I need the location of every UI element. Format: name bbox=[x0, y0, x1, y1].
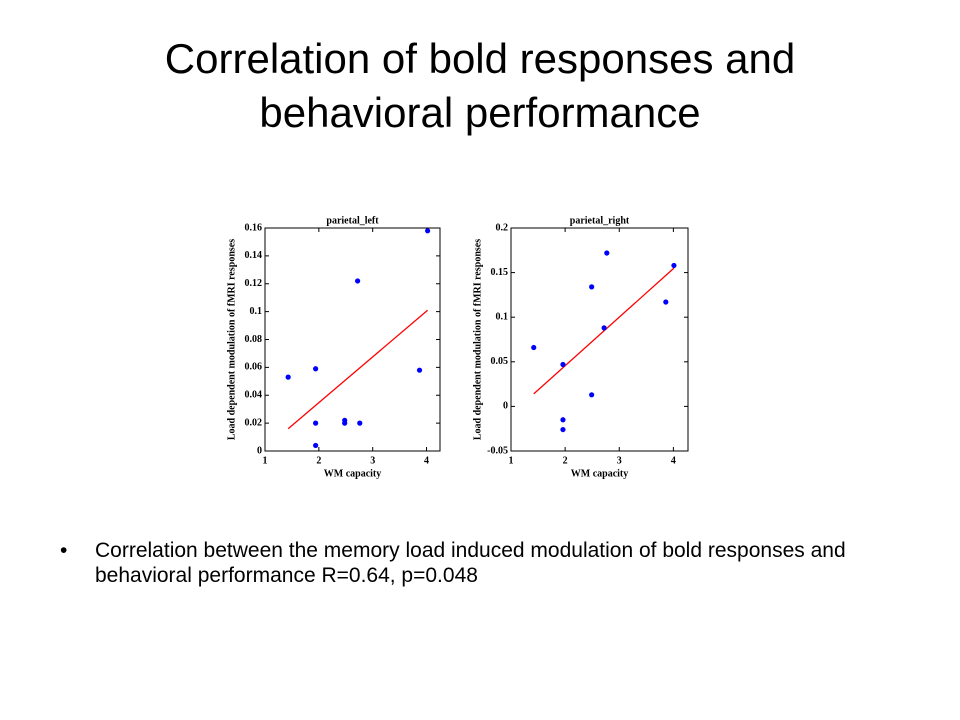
y-axis-label: Load dependent modulation of fMRI respon… bbox=[472, 239, 483, 440]
y-tick-label: 0.1 bbox=[250, 306, 263, 317]
y-tick-label: 0 bbox=[503, 401, 508, 412]
slide-title: Correlation of bold responses and behavi… bbox=[164, 35, 796, 136]
x-tick-label: 1 bbox=[263, 455, 268, 466]
scatter-point bbox=[671, 262, 677, 269]
bullet-item: • Correlation between the memory load ind… bbox=[60, 538, 890, 588]
y-tick-label: 0.1 bbox=[496, 311, 509, 322]
y-tick-label: 0.08 bbox=[245, 334, 263, 345]
x-tick-label: 2 bbox=[316, 455, 321, 466]
chart-title: parietal_left bbox=[326, 215, 379, 226]
scatter-point bbox=[313, 420, 319, 426]
y-tick-label: 0.02 bbox=[245, 417, 263, 428]
x-axis-label: WM capacity bbox=[571, 468, 629, 479]
fit-line bbox=[533, 267, 675, 395]
x-tick-label: 3 bbox=[370, 455, 375, 466]
axes-box bbox=[510, 227, 689, 452]
x-tick-label: 4 bbox=[671, 455, 676, 466]
fit-line bbox=[287, 309, 429, 430]
scatter-point bbox=[531, 344, 537, 351]
scatter-point bbox=[313, 366, 319, 372]
scatter-point bbox=[589, 392, 595, 398]
scatter-point bbox=[357, 420, 363, 426]
y-tick-label: 0.12 bbox=[245, 278, 263, 289]
bullet-dot: • bbox=[60, 539, 68, 562]
scatter-point bbox=[604, 250, 610, 256]
y-tick-label: 0.04 bbox=[245, 390, 263, 401]
scatter-point bbox=[355, 278, 361, 284]
x-tick-label: 2 bbox=[563, 455, 568, 466]
x-tick-label: 1 bbox=[509, 455, 514, 466]
y-tick-label: 0 bbox=[257, 445, 262, 456]
scatter-point bbox=[589, 284, 595, 290]
bullet-text: Correlation between the memory load indu… bbox=[95, 539, 846, 587]
y-tick-label: -0.05 bbox=[487, 445, 508, 456]
y-tick-label: 0.15 bbox=[491, 267, 509, 278]
scatter-point bbox=[560, 417, 566, 423]
y-tick-label: 0.16 bbox=[245, 222, 263, 233]
y-tick-label: 0.14 bbox=[245, 250, 263, 261]
y-tick-label: 0.2 bbox=[496, 222, 509, 233]
axes-box bbox=[264, 227, 441, 452]
scatter-point bbox=[285, 374, 291, 380]
scatter-point bbox=[425, 228, 431, 234]
x-axis-label: WM capacity bbox=[324, 468, 382, 479]
scatter-point bbox=[560, 361, 566, 368]
chart-title: parietal_right bbox=[570, 215, 630, 226]
y-tick-label: 0.05 bbox=[491, 356, 509, 367]
scatter-point bbox=[601, 325, 607, 331]
x-tick-label: 3 bbox=[617, 455, 622, 466]
scatter-point bbox=[342, 420, 348, 426]
scatter-point bbox=[416, 367, 423, 373]
y-tick-label: 0.06 bbox=[245, 362, 263, 373]
x-tick-label: 4 bbox=[424, 455, 429, 466]
y-axis-label: Load dependent modulation of fMRI respon… bbox=[226, 239, 237, 440]
scatter-point bbox=[313, 442, 319, 449]
scatter-point bbox=[663, 299, 669, 305]
scatter-point bbox=[560, 426, 566, 433]
